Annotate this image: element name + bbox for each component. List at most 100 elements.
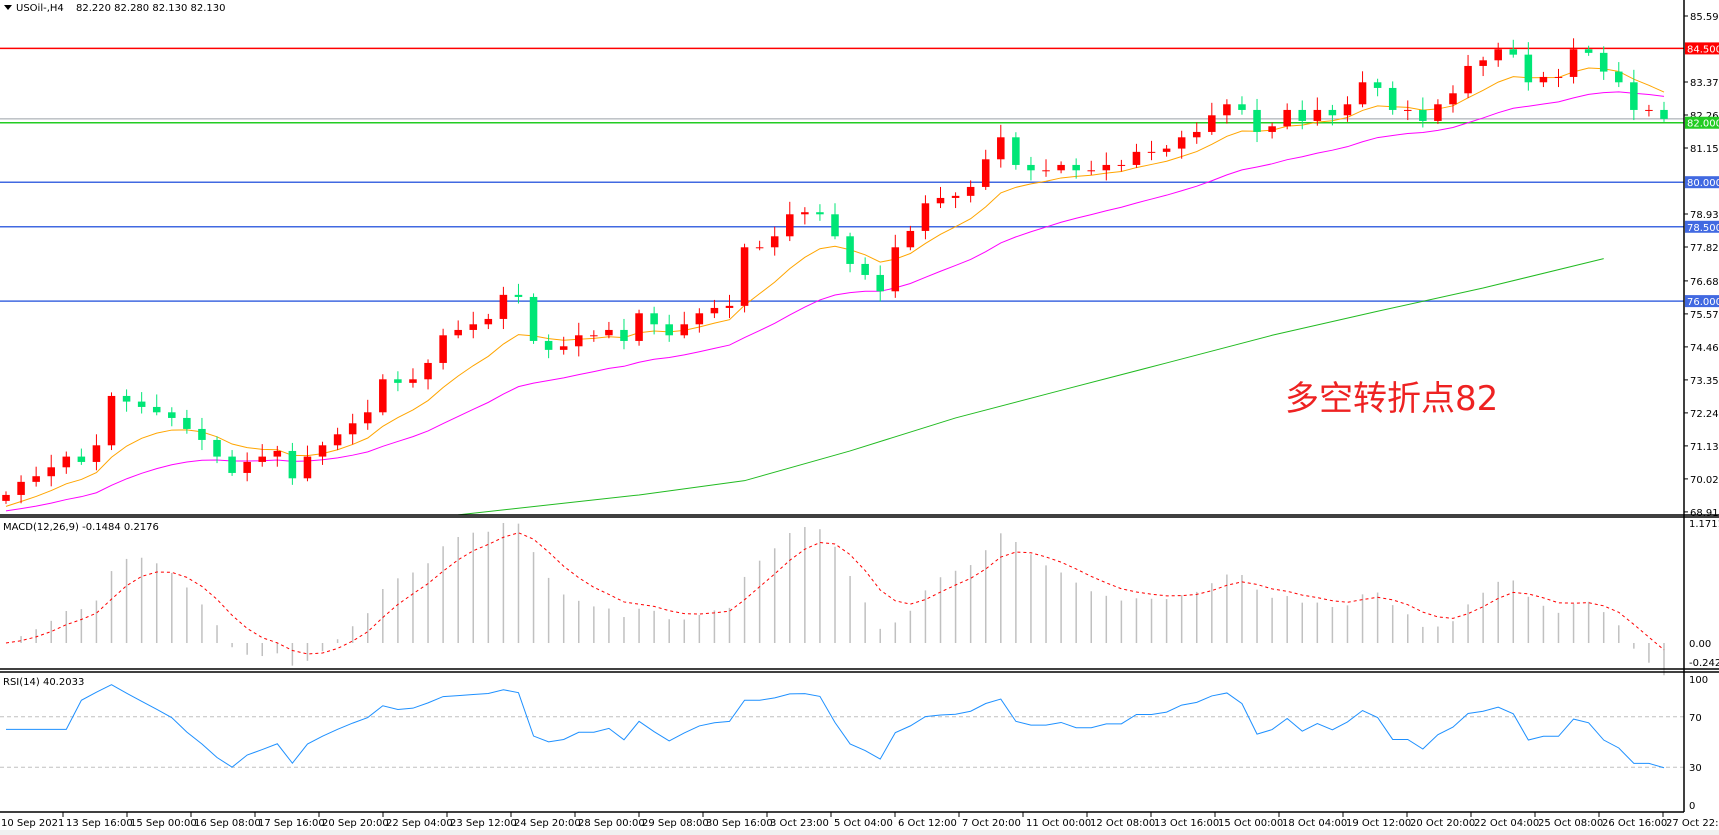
candle-body [1630, 82, 1638, 110]
candle-body [1660, 109, 1668, 119]
candle-body [665, 324, 673, 336]
candle [906, 225, 915, 251]
candle [710, 299, 719, 319]
candle [529, 293, 538, 344]
rsi-axis-label: 0 [1689, 801, 1695, 812]
price-tick-label: 85.590 [1690, 12, 1719, 23]
candle [1479, 56, 1487, 77]
time-tick-label: 25 Oct 08:00 [1538, 818, 1603, 829]
candle-body [635, 313, 643, 341]
candle [1042, 159, 1050, 177]
candle [228, 450, 236, 476]
candle [1509, 39, 1518, 58]
ma-fast-line [5, 67, 1665, 507]
price-tick-label: 72.240 [1690, 409, 1719, 420]
candle [1208, 102, 1216, 135]
candle-body [107, 395, 116, 446]
candle-body [951, 195, 960, 198]
candle [544, 334, 553, 359]
candle [770, 226, 779, 256]
candle-body [529, 296, 538, 341]
candle [1223, 99, 1231, 124]
candle-body [816, 212, 824, 215]
candle-body [1479, 60, 1487, 66]
time-tick-label: 18 Oct 04:00 [1282, 818, 1347, 829]
time-tick-label: 22 Oct 04:00 [1474, 818, 1539, 829]
candle-body [77, 456, 86, 462]
candle [801, 207, 809, 225]
candle [650, 306, 658, 335]
candle-body [710, 307, 719, 314]
rsi-pane[interactable] [0, 684, 1684, 769]
candle [1298, 100, 1307, 130]
candle [198, 417, 206, 451]
candle [454, 320, 462, 339]
price-tick-label: 73.350 [1690, 376, 1719, 387]
price-tick-label: 82.260 [1690, 111, 1719, 122]
candle-body [454, 329, 462, 336]
candle [605, 321, 613, 339]
macd-axis-label: -0.2424 [1689, 658, 1719, 669]
candle [1449, 85, 1457, 113]
candle-body [1313, 109, 1322, 121]
candle [1027, 156, 1035, 181]
candle [2, 491, 10, 504]
candle-body [846, 236, 854, 264]
candle [1177, 130, 1186, 159]
candle [1403, 100, 1412, 121]
time-tick-label: 7 Oct 20:00 [962, 818, 1021, 829]
candle-body [514, 294, 523, 297]
candle-body [1403, 109, 1412, 111]
candle [1057, 161, 1065, 174]
annotation-text: 多空转折点82 [1285, 379, 1498, 419]
candle-body [1524, 54, 1533, 83]
candle-body [1208, 115, 1216, 132]
triangle-down-icon[interactable] [4, 5, 12, 10]
candle-body [1358, 82, 1367, 105]
candle-body [906, 230, 915, 248]
candle-body [1117, 164, 1126, 166]
candle [936, 186, 945, 209]
candle-body [620, 329, 628, 341]
level-price-label: 78.500 [1687, 223, 1719, 234]
candle-body [1584, 49, 1593, 53]
candle [680, 311, 689, 339]
candle [1584, 45, 1593, 56]
rsi-line [6, 684, 1665, 769]
candle-body [1087, 170, 1096, 172]
macd-pane[interactable] [5, 523, 1665, 676]
candle [891, 234, 900, 298]
candle [484, 313, 493, 330]
candle [213, 436, 221, 464]
level-price-label: 84.500 [1687, 44, 1719, 55]
candle [559, 336, 568, 355]
price-pane[interactable] [0, 38, 1684, 516]
candle-body [1072, 164, 1080, 171]
candle [1253, 98, 1261, 143]
candle-body [1268, 126, 1276, 132]
candle-body [469, 324, 478, 330]
candle-body [333, 434, 342, 446]
time-tick-label: 17 Sep 16:00 [258, 818, 325, 829]
candle [1615, 62, 1623, 88]
macd-axis-label: 1.1711 [1689, 519, 1719, 530]
candle-body [921, 203, 930, 231]
candle-body [1283, 109, 1291, 127]
candle-body [1494, 49, 1502, 61]
candle [1569, 38, 1578, 84]
candle [469, 311, 478, 339]
candle [574, 322, 583, 357]
candle-body [1599, 52, 1608, 72]
macd-label: MACD(12,26,9) -0.1484 0.2176 [3, 522, 159, 533]
price-tick-label: 81.150 [1690, 144, 1719, 155]
candle-body [770, 236, 779, 248]
candle-body [1645, 109, 1653, 111]
time-tick-label: 28 Sep 00:00 [578, 818, 645, 829]
candle-body [379, 379, 387, 413]
candle-body [725, 305, 734, 308]
candle-body [137, 401, 146, 407]
candle-body [1449, 93, 1457, 105]
level-price-badge [1685, 116, 1719, 129]
